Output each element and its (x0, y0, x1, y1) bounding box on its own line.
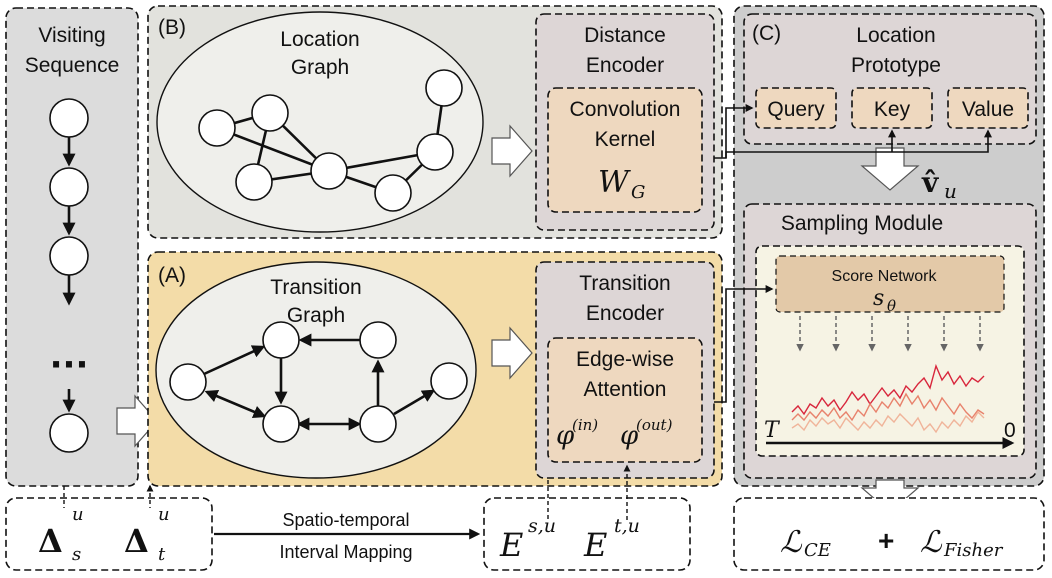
location-prototype-label-2: Prototype (851, 54, 941, 77)
value-box (947, 87, 1029, 129)
delta-box (5, 497, 213, 571)
loss-box (733, 497, 1045, 571)
loss-ce-symbol: ℒ (780, 525, 803, 560)
transition-node-4 (359, 321, 397, 359)
delta-t-sup: u (158, 504, 170, 525)
sequence-node-last (49, 413, 89, 453)
sequence-to-transition-arrow (116, 394, 158, 448)
visiting-sequence-title-1: Visiting (38, 24, 105, 47)
e-s-sup: s,u (528, 515, 556, 537)
distance-encoder-label-1: Distance (584, 24, 666, 47)
transition-graph-label-2: Graph (287, 304, 345, 327)
distance-to-value-line (725, 129, 992, 158)
location-node-4 (310, 152, 348, 190)
transition-encoder-label-1: Transition (579, 272, 670, 295)
kernel-symbol-sub: G (631, 182, 645, 203)
key-label: Key (874, 98, 911, 121)
loss-fisher-symbol: ℒ (920, 525, 943, 560)
transition-graph-edges (203, 333, 436, 431)
value-label: Value (962, 98, 1014, 121)
panel-c-tag: (C) (752, 22, 781, 45)
location-node-1 (198, 109, 236, 147)
location-graph-to-encoder-arrow (491, 124, 533, 178)
transition-to-score-line (714, 285, 774, 403)
delta-t-symbol: Δ (124, 522, 149, 560)
transition-node-1 (169, 363, 207, 401)
v-hat-symbol: v̂ (921, 166, 939, 199)
transition-node-2 (262, 321, 300, 359)
delta-t-sub: t (158, 544, 166, 565)
phi-out-symbol: φ (620, 421, 639, 451)
e-t-symbol: E (583, 526, 607, 564)
bottom-row: Δ u s Δ u t Spatio-temporal Interval Map… (5, 464, 1045, 571)
transition-graph-label-1: Transition (270, 276, 361, 299)
loss-plus: + (878, 525, 894, 556)
prototype-to-sampling-arrow (860, 147, 920, 191)
e-s-symbol: E (499, 526, 523, 564)
s-theta-symbol: s (873, 286, 884, 311)
phi-in-symbol: φ (556, 421, 575, 451)
phi-out-sup: (out) (636, 416, 673, 434)
sequence-node-2 (49, 167, 89, 207)
panel-a-transition-graph: (A) Transition Graph Transition Encoder … (147, 251, 723, 487)
sampling-axis-start: T (764, 418, 781, 443)
panel-b-location-graph: (B) Location Graph Distance Encoder C (147, 5, 723, 239)
score-network-label: Score Network (832, 268, 938, 285)
location-node-5 (374, 174, 412, 212)
location-node-3 (235, 163, 273, 201)
delta-s-sup: u (72, 504, 84, 525)
visiting-sequence-title-2: Sequence (25, 54, 120, 77)
sampling-module-title: Sampling Module (781, 212, 943, 235)
mapping-label-1: Spatio-temporal (282, 510, 409, 530)
kernel-symbol-w: W (598, 165, 631, 200)
sequence-ellipsis: ··· (50, 345, 89, 385)
v-hat-sub: u (944, 179, 957, 203)
score-network-box (775, 255, 1005, 313)
query-label: Query (767, 98, 825, 121)
visiting-sequence-panel: Visiting Sequence ··· (5, 7, 139, 487)
mapping-label-2: Interval Mapping (279, 542, 412, 562)
transition-graph-to-encoder-arrow (491, 326, 533, 380)
transition-encoder-label-2: Encoder (586, 302, 664, 325)
panel-c: (C) Location Prototype Query Key Value v… (733, 5, 1045, 513)
delta-s-sub: s (72, 544, 81, 565)
encoder-connectors (714, 104, 992, 403)
convolution-kernel-box (547, 87, 703, 213)
edge-attention-label-2: Attention (584, 378, 667, 401)
sampling-traces (791, 363, 985, 434)
s-theta-sub: θ (887, 297, 896, 315)
distance-encoder-label-2: Encoder (586, 54, 664, 77)
location-node-7 (425, 69, 463, 107)
transition-node-6 (430, 362, 468, 400)
sampling-axis-end: 0 (1004, 419, 1016, 442)
loss-ce-sub: CE (804, 540, 831, 561)
edge-attention-box (547, 337, 703, 463)
phi-in-sup: (in) (572, 416, 598, 434)
query-box (755, 87, 837, 129)
convolution-kernel-label-2: Kernel (595, 128, 656, 151)
panel-b-tag: (B) (158, 16, 186, 39)
distance-to-query-line (714, 104, 754, 159)
e-t-sup: t,u (614, 515, 640, 537)
sequence-node-3 (49, 236, 89, 276)
location-prototype-label-1: Location (856, 24, 935, 47)
transition-node-3 (262, 405, 300, 443)
convolution-kernel-label-1: Convolution (570, 98, 681, 121)
edge-attention-label-1: Edge-wise (576, 348, 674, 371)
embedding-box (483, 497, 691, 571)
score-network-arrows (796, 316, 984, 352)
location-graph-label-1: Location (280, 28, 359, 51)
loss-fisher-sub: Fisher (943, 540, 1004, 561)
key-box (851, 87, 933, 129)
delta-s-symbol: Δ (38, 522, 63, 560)
location-node-6 (416, 133, 454, 171)
transition-node-5 (359, 405, 397, 443)
sequence-node-1 (49, 98, 89, 138)
location-node-2 (251, 94, 289, 132)
panel-a-tag: (A) (158, 264, 186, 287)
location-graph-label-2: Graph (291, 56, 349, 79)
